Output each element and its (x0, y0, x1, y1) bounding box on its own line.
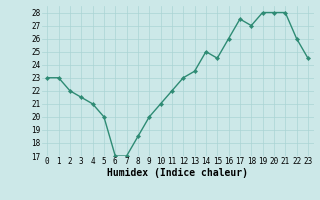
X-axis label: Humidex (Indice chaleur): Humidex (Indice chaleur) (107, 168, 248, 178)
